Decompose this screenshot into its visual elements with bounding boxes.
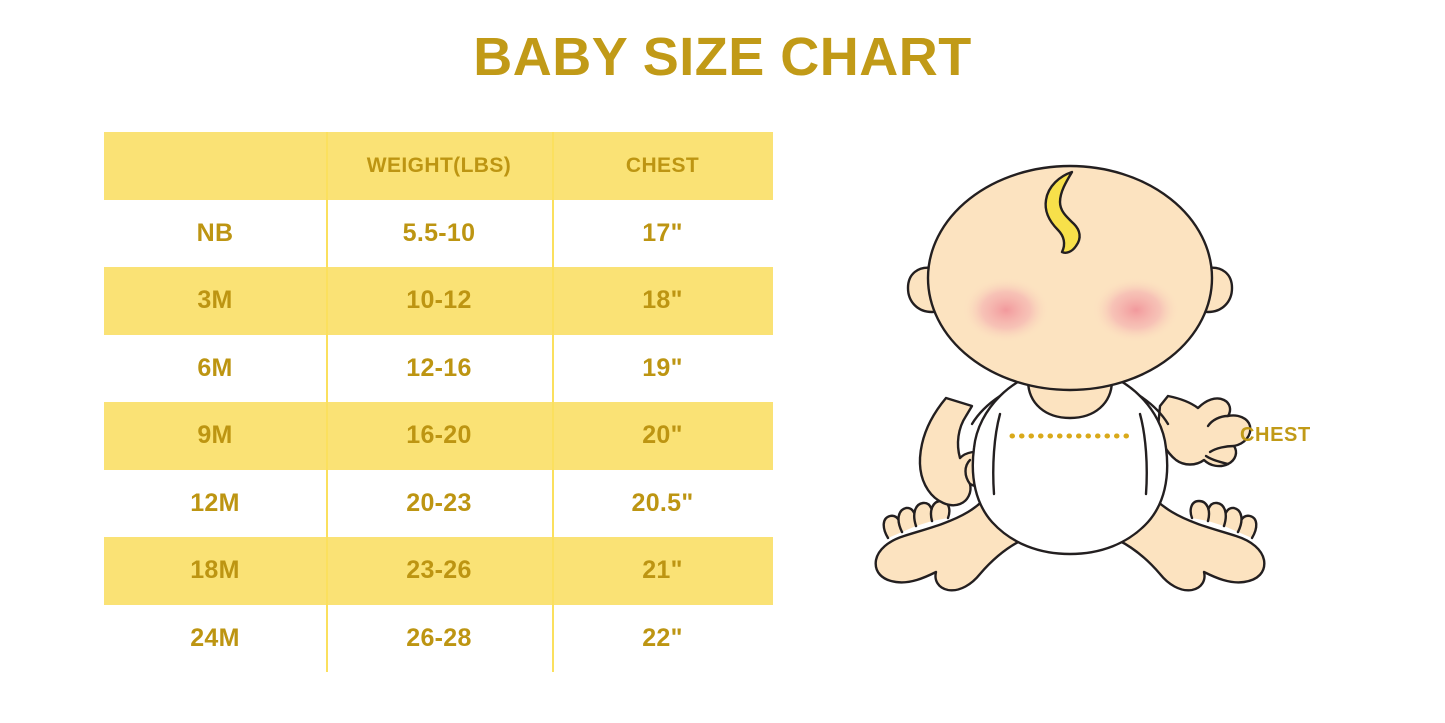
cell-chest: 20.5" [631,488,694,517]
baby-left-cheek [962,277,1050,343]
column-divider-line [552,132,554,672]
cell-size: 9M [197,421,233,450]
cell-size: 6M [197,353,233,382]
table-row: 24M 26-28 22" [104,604,773,672]
cell-weight: 10-12 [406,286,472,315]
cell-chest: 17" [642,218,683,247]
cell-weight: 26-28 [406,623,472,652]
cell-size: NB [196,218,234,247]
baby-head [926,164,1214,392]
cell-chest: 22" [642,623,683,652]
chest-measurement-label: CHEST [1240,424,1311,446]
cell-weight: 20-23 [406,488,472,517]
table-row: 3M 10-12 18" [104,267,773,335]
table-row: NB 5.5-10 17" [104,199,773,267]
cell-weight: 5.5-10 [402,218,476,247]
baby-hair-curl [1044,170,1081,254]
page-title: BABY SIZE CHART [473,27,972,87]
cell-weight: 16-20 [406,421,472,450]
cell-chest: 21" [642,556,683,585]
column-header-weight: WEIGHT(LBS) [366,153,512,177]
column-divider-line [326,132,328,672]
cell-size: 24M [190,623,240,652]
cell-weight: 23-26 [406,556,472,585]
column-header-size [104,132,326,200]
baby-right-arm [1156,394,1252,468]
baby-right-cheek [1092,277,1180,343]
cell-size: 18M [190,556,240,585]
cell-chest: 20" [642,421,683,450]
cell-size: 3M [197,286,233,315]
cell-size: 12M [190,488,240,517]
table-header-row: WEIGHT(LBS) CHEST [104,132,773,200]
cell-chest: 19" [642,353,683,382]
size-chart-table: WEIGHT(LBS) CHEST NB 5.5-10 17" 3M 10-12… [104,132,773,672]
table-row: 9M 16-20 20" [104,402,773,470]
cell-chest: 18" [642,286,683,315]
table-row: 6M 12-16 19" [104,334,773,402]
cell-weight: 12-16 [406,353,472,382]
column-header-chest: CHEST [625,153,700,177]
table-row: 12M 20-23 20.5" [104,469,773,537]
baby-illustration [860,160,1280,600]
table-row: 18M 23-26 21" [104,537,773,605]
